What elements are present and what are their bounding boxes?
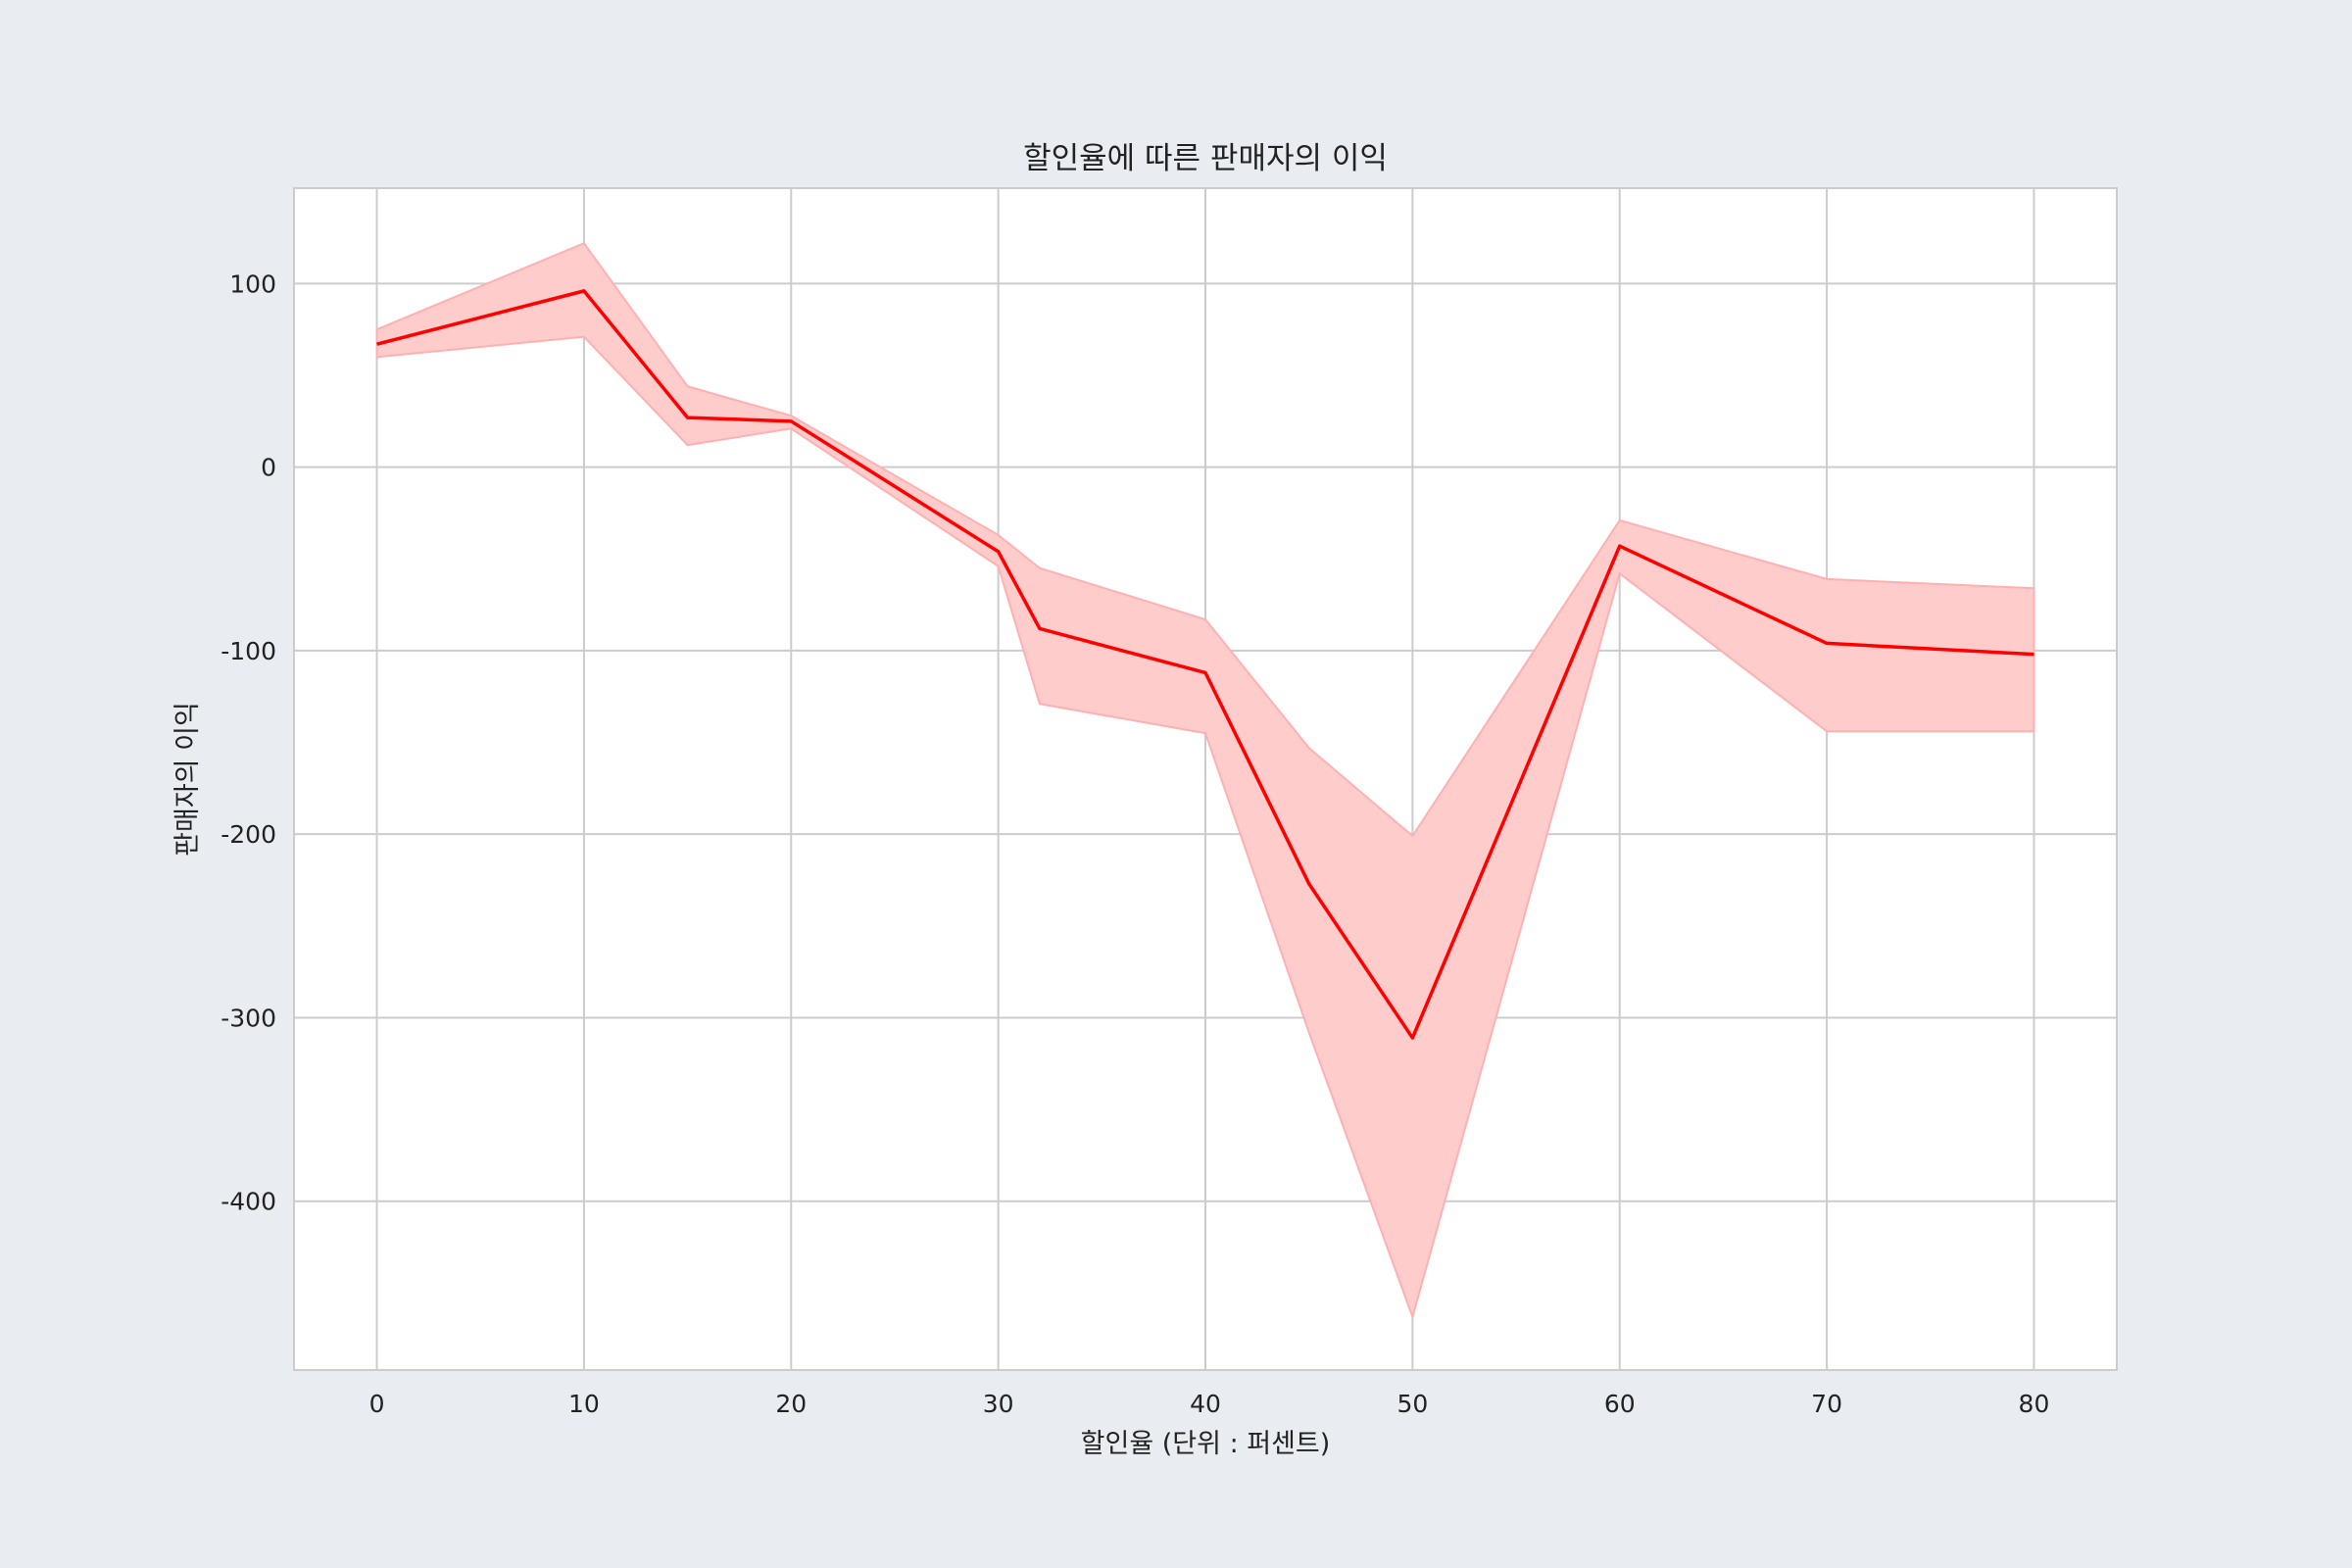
x-tick-label: 40	[1190, 1390, 1221, 1418]
grid-lines	[294, 188, 2117, 1370]
x-axis-title: 할인율 (단위 : 퍼센트)	[1081, 1429, 1331, 1459]
y-tick-label: 100	[229, 270, 276, 298]
y-tick-label: 0	[261, 454, 276, 482]
x-tick-label: 10	[568, 1390, 600, 1418]
confidence-band-layer	[375, 241, 2035, 1320]
profit-line	[376, 289, 2034, 1040]
series-line-layer	[376, 289, 2034, 1040]
x-tick-label: 60	[1604, 1390, 1636, 1418]
plot-frame	[293, 187, 2118, 1371]
confidence-band	[375, 241, 2035, 1320]
y-tick-label: -200	[220, 820, 276, 849]
x-tick-label: 50	[1396, 1390, 1428, 1418]
y-tick-label: -400	[220, 1188, 276, 1216]
x-tick-label: 70	[1811, 1390, 1842, 1418]
x-tick-label: 30	[983, 1390, 1014, 1418]
y-tick-label: -100	[220, 637, 276, 665]
y-tick-label: -300	[220, 1004, 276, 1032]
x-tick-label: 0	[369, 1390, 385, 1418]
chart-title: 할인율에 따른 판매자의 이익	[1023, 141, 1388, 176]
y-axis-title: 판매자의 이익	[172, 702, 203, 857]
y-tick-labels: 100 0 -100 -200 -300 -400	[220, 270, 276, 1215]
x-tick-label: 20	[775, 1390, 807, 1418]
x-tick-label: 80	[2019, 1390, 2050, 1418]
x-tick-labels: 0 10 20 30 40 50 60 70 80	[369, 1390, 2050, 1418]
